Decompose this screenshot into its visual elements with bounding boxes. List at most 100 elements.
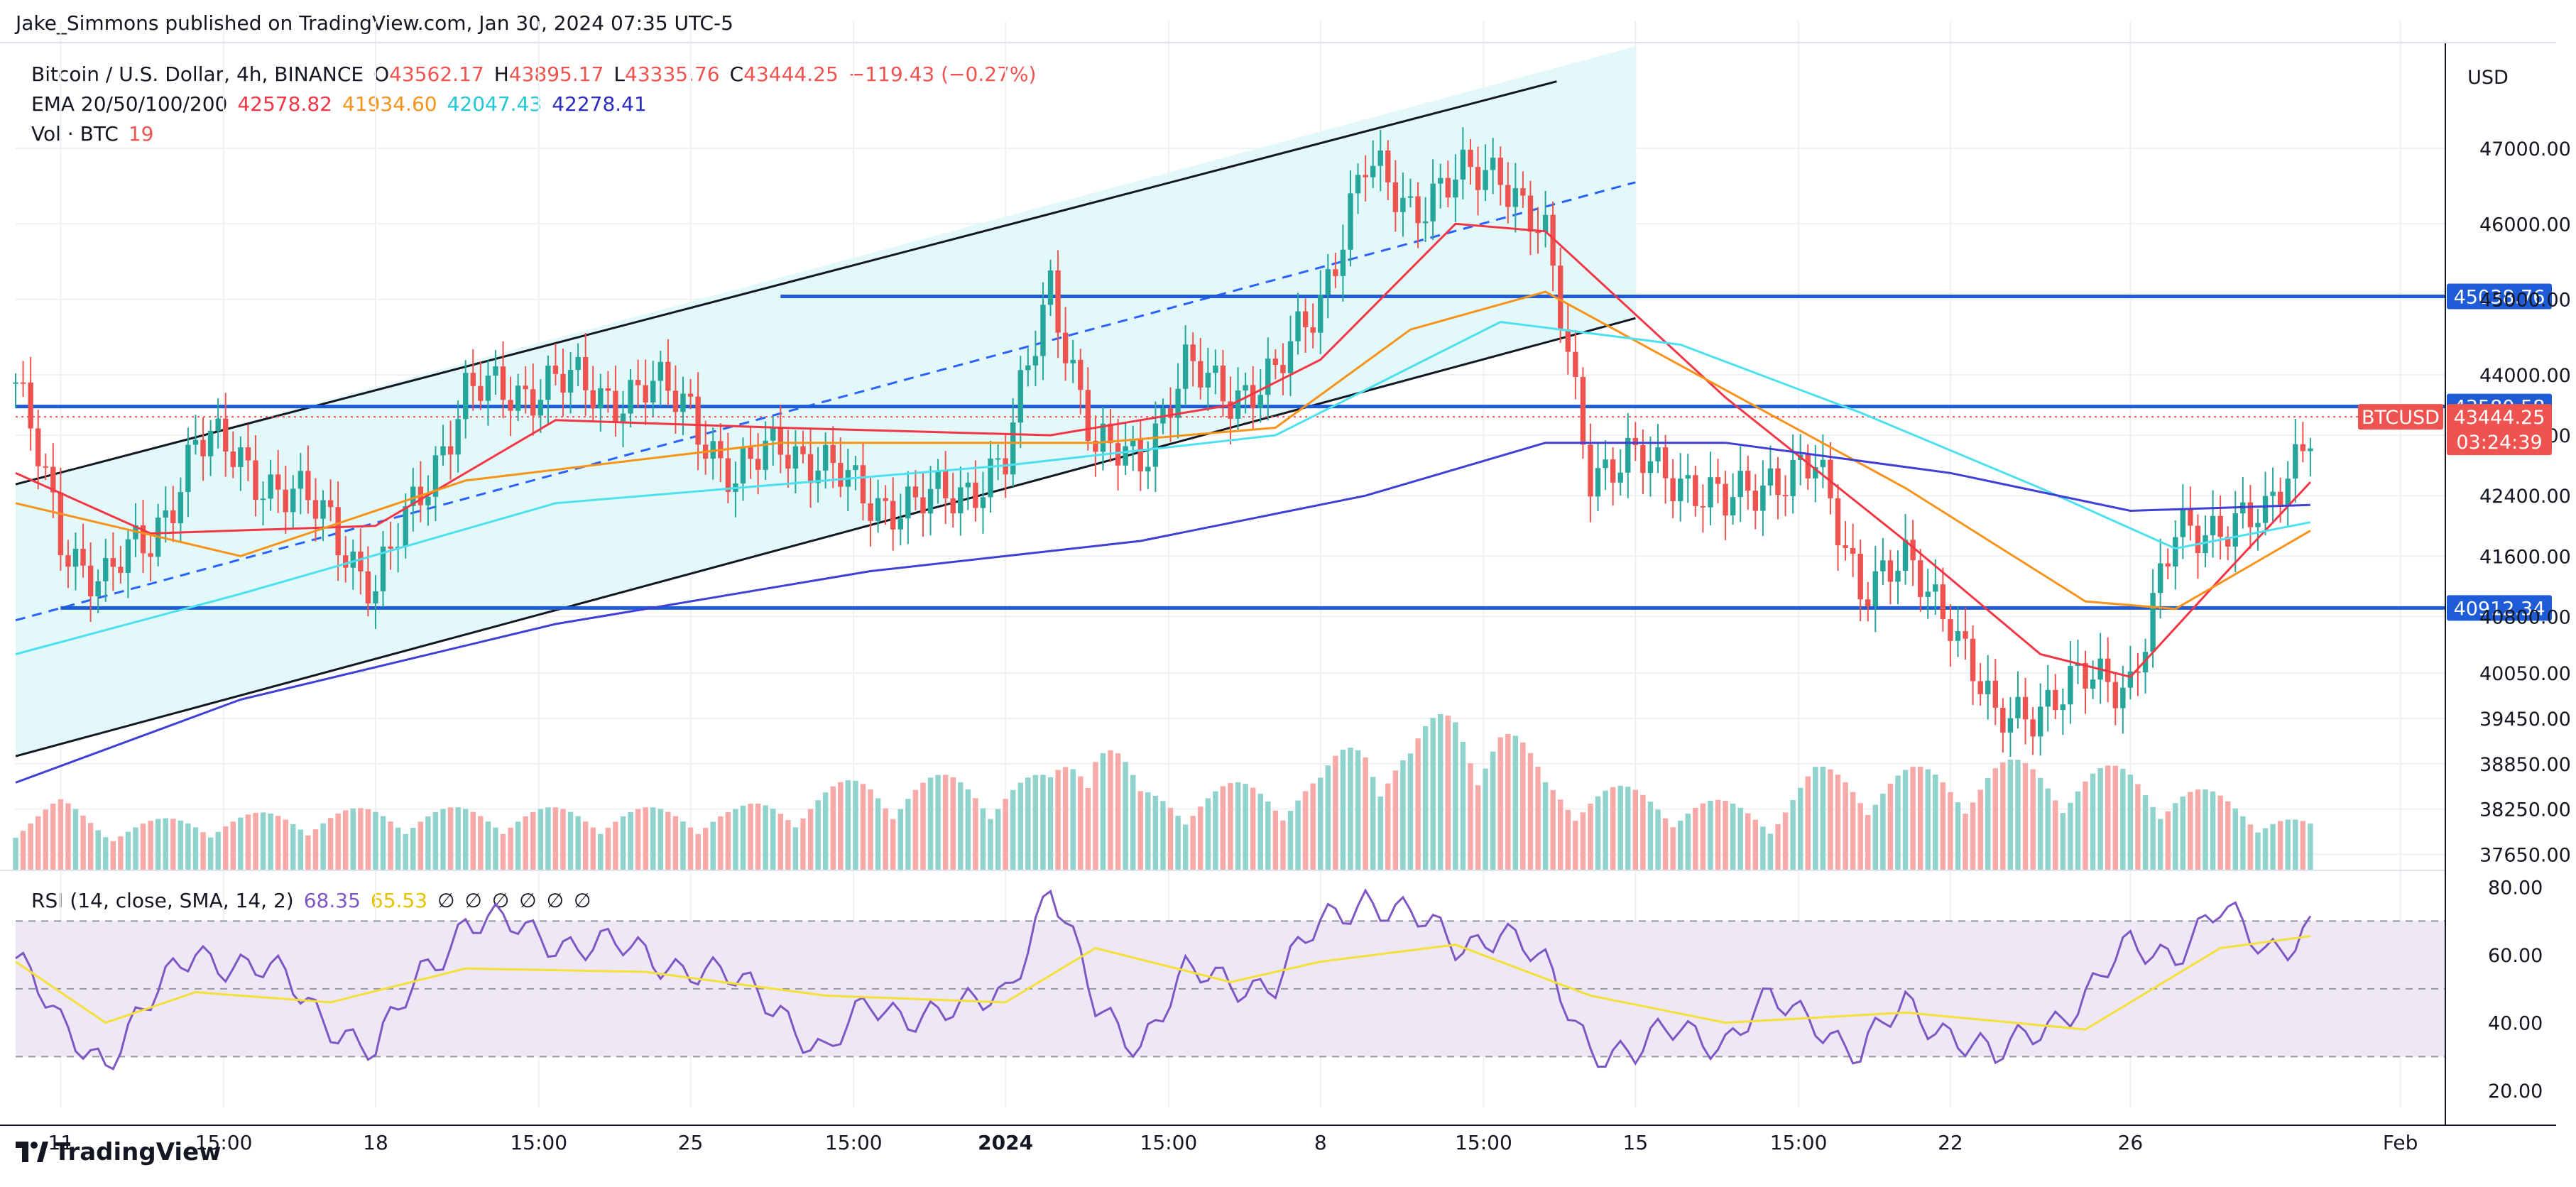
volume-bars <box>13 713 2313 870</box>
volume-bar <box>223 826 229 870</box>
candle-body <box>1415 196 1421 224</box>
legend-ema-label[interactable]: EMA 20/50/100/200 <box>31 92 228 116</box>
candle-body <box>298 471 304 489</box>
channel-mid-line <box>15 181 1636 622</box>
candle-body <box>335 507 341 556</box>
volume-bar <box>1205 798 1211 870</box>
time-tick-label: 15:00 <box>510 1131 567 1154</box>
volume-bar <box>2090 773 2096 870</box>
candle-body <box>2030 719 2036 737</box>
volume-bar <box>1468 763 1473 870</box>
candle-body <box>2293 444 2298 479</box>
candle-body <box>2247 502 2254 527</box>
candle-body <box>1737 471 1743 498</box>
volume-bar <box>1940 782 1946 870</box>
symbol-tag-bg <box>2358 404 2443 430</box>
volume-bar <box>463 809 469 870</box>
volume-bar <box>1167 807 1174 870</box>
candle-body <box>1580 376 1586 445</box>
candle-body <box>125 539 131 573</box>
time-tick-label: 11 <box>48 1131 74 1154</box>
legend-rsi-label[interactable]: RSI (14, close, SMA, 14, 2) <box>31 889 294 912</box>
volume-bar <box>1182 824 1189 870</box>
tradingview-logo[interactable]: TradingView <box>16 1138 222 1166</box>
candle-body <box>508 400 513 411</box>
volume-bar <box>545 807 551 870</box>
legend-rsi-extra: ∅ <box>546 889 564 912</box>
candle-body <box>1175 388 1181 418</box>
volume-bar <box>1730 803 1736 870</box>
volume-bar <box>103 837 109 870</box>
volume-bar <box>35 816 41 870</box>
legend-volume-label[interactable]: Vol · BTC <box>31 122 119 146</box>
volume-bar <box>1948 792 1953 870</box>
volume-bar <box>1430 718 1436 870</box>
symbol-tag: BTCUSD <box>2362 407 2440 429</box>
candle-body <box>807 454 814 483</box>
candle-body <box>170 510 176 523</box>
volume-bar <box>358 808 364 870</box>
candle-body <box>950 498 956 514</box>
horizontal-levels[interactable]: 45038.7643580.5840912.34 <box>16 283 2552 621</box>
candle-body <box>605 388 611 391</box>
volume-bar <box>2105 765 2111 870</box>
legend-close-label: C <box>729 62 744 86</box>
volume-bar <box>567 811 574 870</box>
candle-body <box>43 466 48 468</box>
candle-body <box>1647 461 1654 474</box>
level-label: 45038.76 <box>2454 287 2545 309</box>
legend-rsi-extra: ∅ <box>464 889 482 912</box>
price-tick-label: 45000.00 <box>2479 290 2571 312</box>
volume-bar <box>1108 750 1113 870</box>
candle-body <box>830 444 836 464</box>
candle-body <box>1595 468 1601 497</box>
candle-body <box>1512 188 1519 207</box>
candle-body <box>305 471 311 500</box>
volume-bar <box>1902 770 1909 870</box>
axes: USD47000.0046000.0045000.0044000.0043200… <box>0 42 2571 1154</box>
legend-symbol[interactable]: Bitcoin / U.S. Dollar, 4h, BINANCE <box>31 62 364 86</box>
volume-bar <box>1655 809 1661 870</box>
candle-body <box>350 551 356 568</box>
volume-bar <box>1302 791 1309 870</box>
volume-bar <box>740 805 746 870</box>
ema-line <box>15 442 2310 784</box>
volume-bar <box>1152 795 1159 870</box>
volume-bar <box>1483 768 1488 870</box>
candle-body <box>463 373 469 420</box>
volume-bar <box>1115 753 1121 870</box>
volume-bar <box>335 813 341 870</box>
candle-body <box>1820 459 1826 468</box>
candle-body <box>1355 175 1361 194</box>
candle-body <box>897 518 903 530</box>
volume-bar <box>2037 777 2043 870</box>
candle-body <box>2022 696 2029 720</box>
candle-body <box>2255 523 2261 527</box>
volume-bar <box>1280 820 1286 870</box>
candle-body <box>140 525 146 554</box>
candle-body <box>1588 444 1593 497</box>
price-tick-label: 44000.00 <box>2479 365 2571 387</box>
volume-bar <box>1603 790 1608 870</box>
candle-body <box>2203 535 2208 554</box>
candle-body <box>163 510 168 518</box>
candle-body <box>1963 631 1968 639</box>
volume-bar <box>1017 782 1023 870</box>
candle-body <box>327 500 334 508</box>
volume-bar <box>2300 821 2306 870</box>
volume-bar <box>1213 791 1218 870</box>
legend-ema-row: EMA 20/50/100/200 42578.82 41934.60 42047.4… <box>31 92 657 116</box>
candle-body <box>1093 440 1098 452</box>
candle-body <box>192 439 199 445</box>
volume-bar <box>1175 816 1181 870</box>
volume-bar <box>2000 762 2006 870</box>
volume-bar <box>200 832 206 870</box>
volume-bar <box>1767 833 1774 870</box>
candle-body <box>2060 704 2066 711</box>
volume-bar <box>373 811 378 870</box>
candle-body <box>575 356 581 371</box>
volume-bar <box>575 816 581 870</box>
candle-body <box>1535 231 1541 234</box>
candle-body <box>1565 329 1571 352</box>
